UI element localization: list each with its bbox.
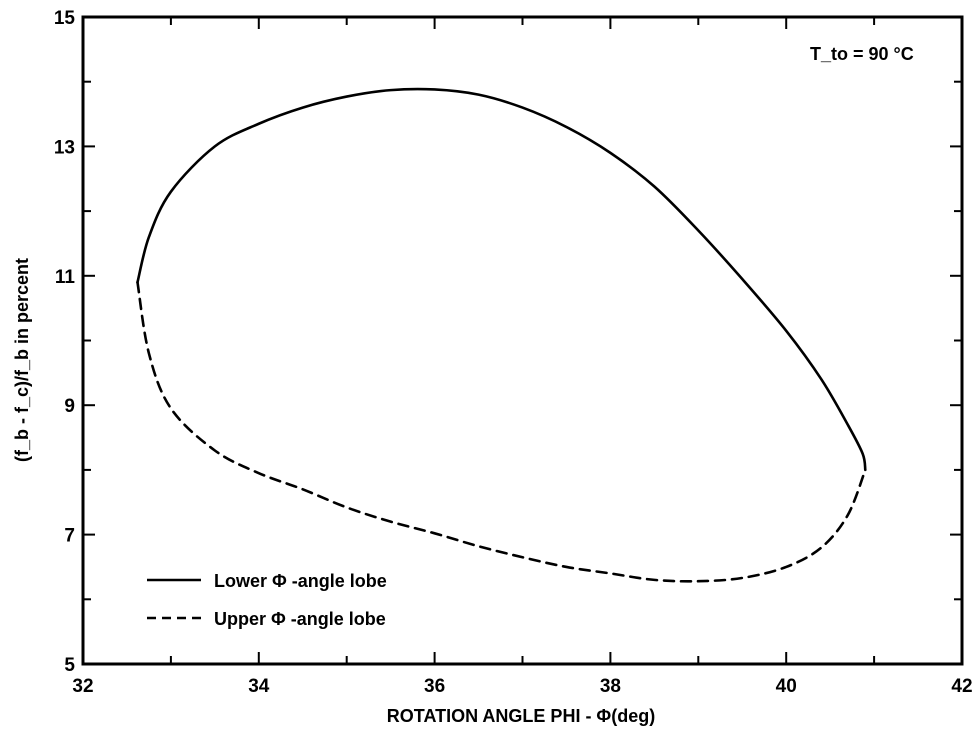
tick-marks (82, 16, 963, 665)
y-tick-label: 11 (55, 267, 76, 288)
tick-labels: 32 34 36 38 40 42 5 7 9 11 13 15 (54, 8, 973, 697)
x-tick-label: 32 (72, 676, 93, 697)
x-axis-title: ROTATION ANGLE PHI - Φ(deg) (387, 706, 655, 726)
series-upper-lobe-curve (136, 280, 867, 583)
y-tick-label: 7 (64, 526, 75, 547)
series-lower-lobe-curve (136, 87, 867, 472)
y-tick-label: 15 (54, 8, 76, 29)
y-tick-label: 13 (54, 137, 75, 158)
y-axis-title: (f_b - f_c)/f_b in percent (12, 258, 32, 462)
legend: Lower Φ -angle lobe Upper Φ -angle lobe (147, 571, 387, 629)
series-layer (136, 87, 867, 583)
temperature-annotation: T_to = 90 °C (810, 44, 914, 64)
y-tick-label: 5 (64, 655, 75, 676)
y-tick-label: 9 (64, 396, 75, 417)
x-tick-label: 34 (248, 676, 270, 697)
x-tick-label: 36 (424, 676, 445, 697)
x-tick-label: 40 (776, 676, 797, 697)
plot-frame (81, 15, 964, 666)
x-tick-label: 42 (951, 676, 972, 697)
x-tick-label: 38 (600, 676, 621, 697)
legend-label-lower: Lower Φ -angle lobe (214, 571, 387, 591)
annotation-text: T_to = 90 °C (810, 44, 914, 64)
legend-label-upper: Upper Φ -angle lobe (214, 609, 386, 629)
